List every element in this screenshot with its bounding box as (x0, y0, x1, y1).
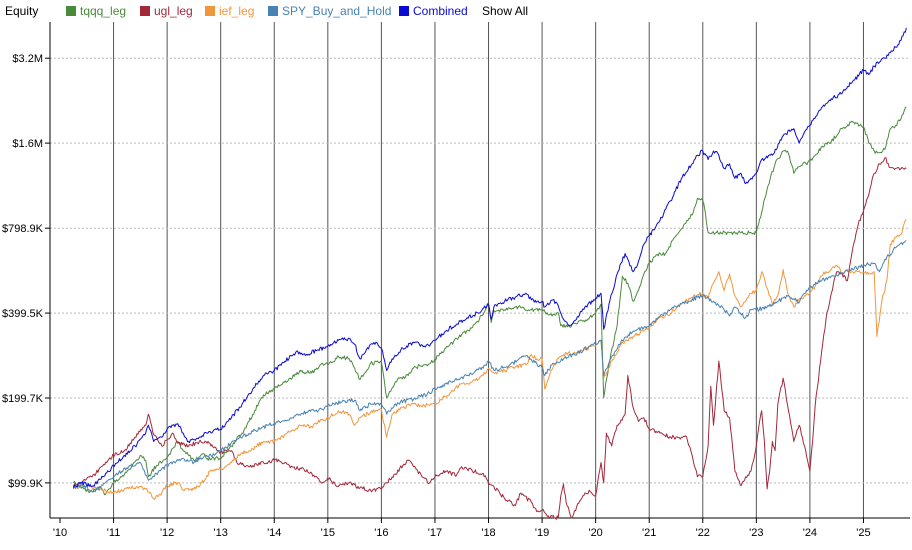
x-tick-label: '18 (481, 527, 495, 539)
x-axis: '10 '11 '12 '13 '14 '15 '16 '17 '18 '19 '20 '21 '22 '… (50, 517, 910, 539)
legend-swatch-tqqq-leg (66, 6, 76, 16)
legend-label-combined: Combined (413, 4, 468, 18)
x-tick-label: '17 (428, 527, 442, 539)
legend-item-combined[interactable]: Combined (399, 4, 468, 18)
legend-swatch-spy-buy-and-hold (268, 6, 278, 16)
legend-swatch-combined (399, 6, 409, 16)
legend-label-ief-leg: ief_leg (219, 4, 255, 18)
legend-label-tqqq-leg: tqqq_leg (80, 4, 127, 18)
series-line-tqqq-leg (72, 106, 907, 496)
y-tick-label: $99.9K (8, 478, 44, 490)
series-lines (72, 27, 907, 520)
x-tick-label: '13 (214, 527, 228, 539)
legend-item-spy-buy-and-hold[interactable]: SPY_Buy_and_Hold (268, 4, 391, 18)
show-all-button[interactable]: Show All (482, 4, 529, 18)
x-tick-label: '10 (53, 527, 67, 539)
legend-label-ugl-leg: ugl_leg (154, 4, 193, 18)
x-tick-label: '19 (535, 527, 549, 539)
x-tick-label: '25 (856, 527, 870, 539)
x-tick-label: '12 (160, 527, 174, 539)
legend-swatch-ugl-leg (140, 6, 150, 16)
x-tick-label: '22 (696, 527, 710, 539)
x-tick-label: '23 (749, 527, 763, 539)
legend-item-ief-leg[interactable]: ief_leg (205, 4, 254, 18)
legend-item-tqqq-leg[interactable]: tqqq_leg (66, 4, 126, 18)
y-axis: $99.9K $199.7K $399.5K $798.9K $1.6M $3.2M (2, 22, 51, 518)
x-tick-label: '20 (588, 527, 602, 539)
legend-bar: Equity tqqq_leg ugl_leg ief_leg SPY_Buy_… (0, 0, 912, 22)
x-tick-label: '11 (107, 527, 121, 539)
x-tick-label: '21 (642, 527, 656, 539)
y-tick-label: $1.6M (12, 138, 43, 150)
series-line-ugl-leg (72, 157, 907, 520)
x-tick-label: '14 (267, 527, 281, 539)
y-tick-label: $3.2M (12, 53, 43, 65)
series-line-ief-leg (72, 218, 907, 500)
series-line-spy-buy-and-hold (72, 240, 907, 493)
x-tick-label: '15 (321, 527, 335, 539)
y-tick-label: $199.7K (2, 393, 44, 405)
y-tick-label: $399.5K (2, 308, 44, 320)
x-tick-label: '24 (803, 527, 817, 539)
x-tick-label: '16 (374, 527, 388, 539)
series-line-combined (72, 27, 907, 488)
legend-swatch-ief-leg (205, 6, 215, 16)
legend-item-ugl-leg[interactable]: ugl_leg (140, 4, 193, 18)
y-tick-label: $798.9K (2, 223, 44, 235)
legend-label-spy-buy-and-hold: SPY_Buy_and_Hold (282, 4, 392, 18)
chart-title: Equity (5, 4, 39, 18)
